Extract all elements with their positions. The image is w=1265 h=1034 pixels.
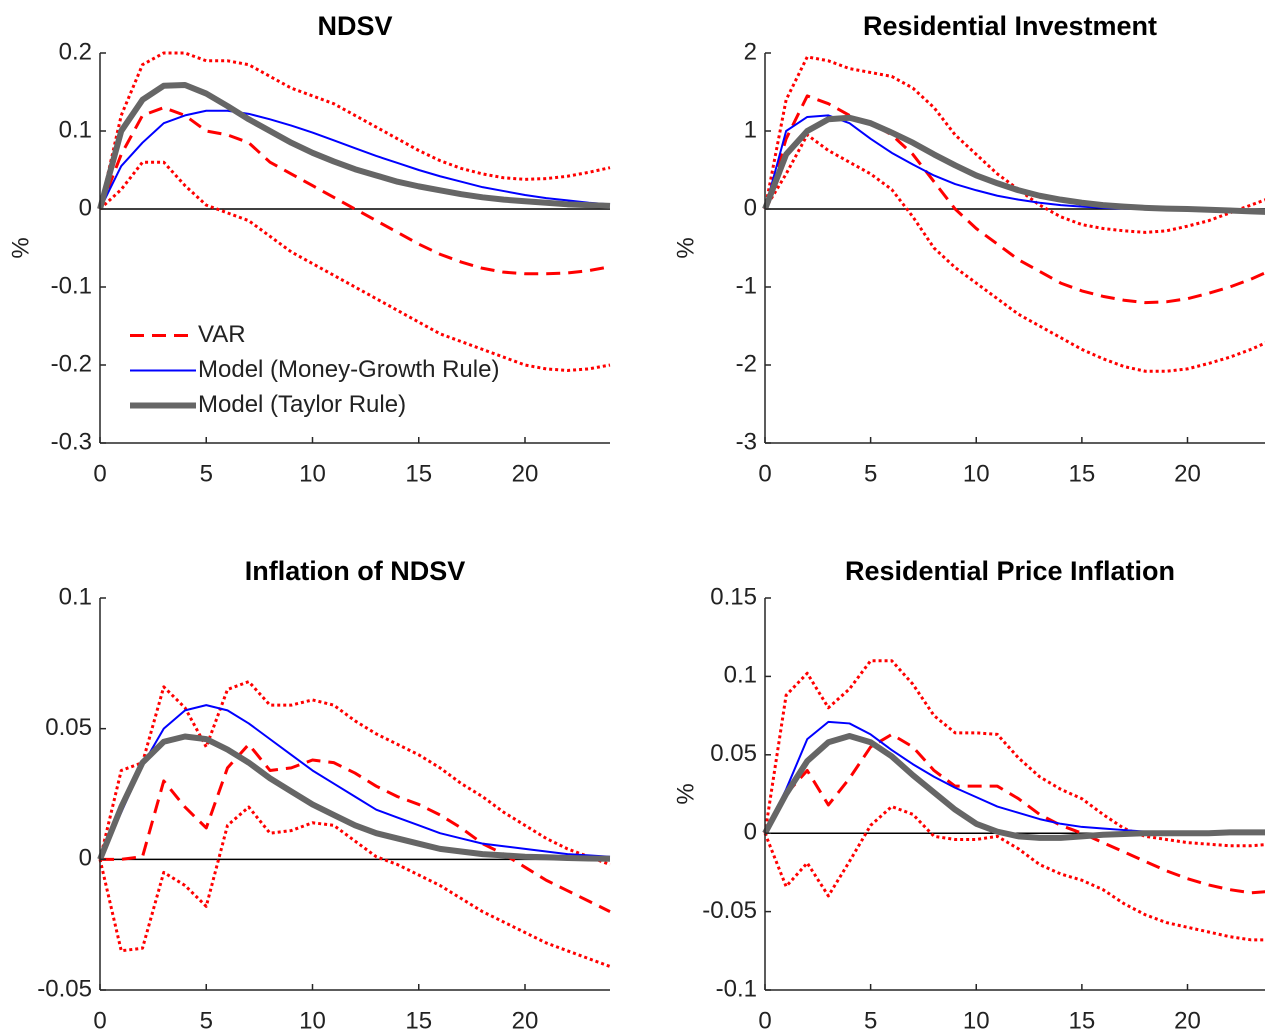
series-line: [98, 160, 611, 372]
y-tick-label: -1: [736, 272, 757, 299]
x-tick-label: 20: [1174, 1007, 1201, 1034]
series-line: [98, 51, 611, 210]
x-tick-label: 20: [512, 1007, 539, 1034]
y-tick-label: -0.1: [51, 272, 92, 299]
x-tick-label: 5: [200, 460, 213, 487]
series-line: [99, 704, 611, 860]
x-tick-label: 5: [200, 1007, 213, 1034]
y-tick-label: 0: [79, 845, 92, 872]
y-tick-label: 0.2: [59, 38, 92, 65]
series-line: [98, 680, 611, 866]
x-tick-label: 10: [299, 460, 326, 487]
series-line: [764, 114, 1265, 212]
panel-title: NDSV: [317, 11, 392, 41]
series-line: [98, 805, 611, 968]
y-tick-label: 0.1: [59, 583, 92, 610]
series-line: [100, 742, 611, 913]
x-tick-label: 15: [1069, 460, 1096, 487]
series-line: [763, 659, 1265, 848]
y-tick-label: 0.1: [59, 116, 92, 143]
series-line: [98, 106, 611, 276]
series-line: [763, 55, 1265, 234]
x-tick-label: 0: [93, 460, 106, 487]
y-tick-label: -2: [736, 350, 757, 377]
x-tick-label: 5: [864, 460, 877, 487]
series-line: [763, 133, 1265, 373]
x-tick-label: 0: [758, 460, 771, 487]
legend-label: VAR: [198, 321, 246, 348]
series-line: [763, 732, 1265, 895]
y-tick-label: -0.05: [702, 897, 757, 924]
panel-title: Inflation of NDSV: [245, 556, 465, 586]
y-axis-label: %: [672, 237, 699, 258]
panel: Residential Price Inflation% -0.1 -0.05 0 0.…: [672, 556, 1265, 1034]
x-tick-label: 10: [299, 1007, 326, 1034]
legend-label: Model (Taylor Rule): [198, 391, 406, 418]
legend-label: Model (Money-Growth Rule): [198, 356, 499, 383]
y-tick-label: -3: [736, 428, 757, 455]
y-tick-label: 1: [744, 116, 757, 143]
panel: NDSV% -0.3 -0.2 -0.1 0 0.1 0.2 0 5 10 15 20 VAR Model…: [7, 11, 611, 487]
x-tick-label: 10: [963, 460, 990, 487]
series-line: [763, 805, 1265, 942]
y-tick-label: 0: [744, 819, 757, 846]
y-tick-label: 2: [744, 38, 757, 65]
y-tick-label: -0.3: [51, 428, 92, 455]
y-tick-label: -0.1: [716, 975, 757, 1002]
series-line: [97, 733, 611, 862]
series-line: [97, 81, 611, 210]
x-tick-label: 15: [405, 460, 432, 487]
x-tick-label: 0: [758, 1007, 771, 1034]
y-tick-label: 0.15: [710, 583, 757, 610]
x-tick-label: 15: [1069, 1007, 1096, 1034]
x-tick-label: 15: [405, 1007, 432, 1034]
x-tick-label: 20: [512, 460, 539, 487]
y-tick-label: 0.05: [45, 714, 92, 741]
y-tick-label: -0.05: [37, 975, 92, 1002]
x-tick-label: 20: [1174, 460, 1201, 487]
panel-title: Residential Investment: [863, 11, 1157, 41]
y-tick-label: 0: [79, 194, 92, 221]
legend: VAR Model (Money-Growth Rule) Model (Taylo…: [130, 321, 499, 418]
x-tick-label: 0: [93, 1007, 106, 1034]
series-line: [762, 114, 1265, 215]
y-axis-label: %: [7, 237, 34, 258]
y-tick-label: 0.1: [724, 662, 757, 689]
x-tick-label: 5: [864, 1007, 877, 1034]
series-line: [762, 732, 1265, 841]
y-tick-label: 0.05: [710, 740, 757, 767]
y-tick-label: 0: [744, 194, 757, 221]
y-axis-label: %: [672, 783, 699, 804]
y-tick-label: -0.2: [51, 350, 92, 377]
x-tick-label: 10: [963, 1007, 990, 1034]
panel-title: Residential Price Inflation: [845, 556, 1175, 586]
series-line: [99, 109, 611, 210]
